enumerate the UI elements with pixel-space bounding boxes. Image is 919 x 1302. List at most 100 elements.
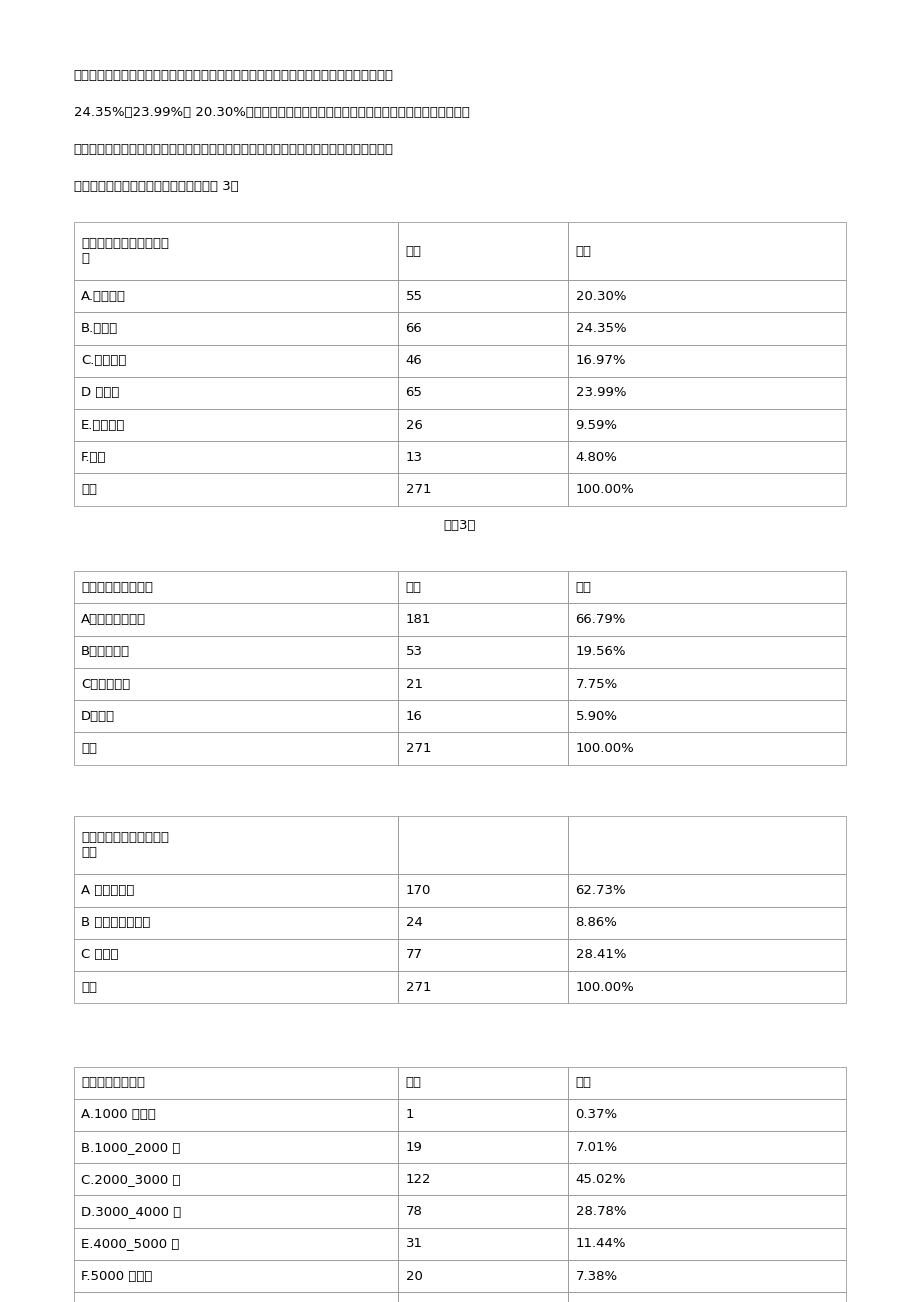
- Text: D.3000_4000 元: D.3000_4000 元: [81, 1206, 181, 1219]
- Text: 24: 24: [405, 917, 422, 930]
- Bar: [568, 474, 845, 505]
- Bar: [398, 572, 568, 604]
- Text: 24.35%: 24.35%: [575, 322, 626, 335]
- Bar: [74, 733, 398, 764]
- Text: 7.01%: 7.01%: [575, 1141, 617, 1154]
- Bar: [398, 635, 568, 668]
- Bar: [74, 409, 398, 441]
- Bar: [568, 1228, 845, 1260]
- Bar: [398, 604, 568, 635]
- Bar: [74, 280, 398, 312]
- Bar: [568, 875, 845, 906]
- Bar: [568, 668, 845, 700]
- Text: A、东部沿海地区: A、东部沿海地区: [81, 613, 146, 626]
- Bar: [568, 1260, 845, 1292]
- Bar: [398, 441, 568, 474]
- Text: F.其他: F.其他: [81, 450, 107, 464]
- Text: 5.90%: 5.90%: [575, 710, 617, 723]
- Text: 7.38%: 7.38%: [575, 1269, 617, 1282]
- Bar: [568, 604, 845, 635]
- Bar: [74, 939, 398, 971]
- Text: 最想在哪个地域就业: 最想在哪个地域就业: [81, 581, 153, 594]
- Bar: [398, 376, 568, 409]
- Text: 21: 21: [405, 677, 422, 690]
- Bar: [398, 816, 568, 875]
- Text: 24.35%、23.99%和 20.30%，获得信息的方式较为集中，面对现在大学生就业紧张的状况，: 24.35%、23.99%和 20.30%，获得信息的方式较为集中，面对现在大学…: [74, 105, 469, 118]
- Bar: [568, 1163, 845, 1195]
- Text: 66.79%: 66.79%: [575, 613, 625, 626]
- Text: 16.97%: 16.97%: [575, 354, 625, 367]
- Text: 13: 13: [405, 450, 422, 464]
- Text: 31: 31: [405, 1237, 422, 1250]
- Text: 合计: 合计: [81, 742, 96, 755]
- Text: 19.56%: 19.56%: [575, 646, 625, 659]
- Bar: [568, 906, 845, 939]
- Bar: [398, 223, 568, 280]
- Bar: [74, 700, 398, 733]
- Text: 0.37%: 0.37%: [575, 1108, 617, 1121]
- Bar: [398, 312, 568, 345]
- Text: 170: 170: [405, 884, 430, 897]
- Bar: [398, 906, 568, 939]
- Bar: [398, 668, 568, 700]
- Bar: [74, 474, 398, 505]
- Text: 比例: 比例: [575, 245, 591, 258]
- Bar: [568, 733, 845, 764]
- Text: 23.99%: 23.99%: [575, 387, 625, 400]
- Bar: [568, 971, 845, 1004]
- Text: 271: 271: [405, 483, 431, 496]
- Bar: [568, 345, 845, 376]
- Text: 77: 77: [405, 948, 422, 961]
- Bar: [398, 280, 568, 312]
- Bar: [74, 906, 398, 939]
- Bar: [74, 441, 398, 474]
- Bar: [568, 223, 845, 280]
- Bar: [74, 1066, 398, 1099]
- Text: 工作要不要和自己的专业
有关: 工作要不要和自己的专业 有关: [81, 832, 169, 859]
- Text: 53: 53: [405, 646, 422, 659]
- Bar: [568, 280, 845, 312]
- Bar: [398, 1099, 568, 1131]
- Text: 100.00%: 100.00%: [575, 980, 633, 993]
- Bar: [398, 1292, 568, 1302]
- Text: C、西部地区: C、西部地区: [81, 677, 130, 690]
- Text: 28.78%: 28.78%: [575, 1206, 625, 1219]
- Bar: [74, 668, 398, 700]
- Bar: [568, 376, 845, 409]
- Bar: [398, 345, 568, 376]
- Bar: [74, 604, 398, 635]
- Text: B.招聘网: B.招聘网: [81, 322, 118, 335]
- Bar: [568, 1066, 845, 1099]
- Text: 人数: 人数: [405, 245, 421, 258]
- Bar: [398, 875, 568, 906]
- Bar: [568, 572, 845, 604]
- Text: D 招聘会: D 招聘会: [81, 387, 119, 400]
- Bar: [398, 700, 568, 733]
- Text: 26: 26: [405, 419, 422, 431]
- Text: 人数: 人数: [405, 1077, 421, 1090]
- Bar: [568, 635, 845, 668]
- Bar: [74, 816, 398, 875]
- Bar: [74, 635, 398, 668]
- Text: B 不是，没有关联: B 不是，没有关联: [81, 917, 150, 930]
- Text: 4.80%: 4.80%: [575, 450, 617, 464]
- Text: 78: 78: [405, 1206, 422, 1219]
- Text: 合计: 合计: [81, 483, 96, 496]
- Bar: [74, 312, 398, 345]
- Text: 人数: 人数: [405, 581, 421, 594]
- Text: 100.00%: 100.00%: [575, 742, 633, 755]
- Text: D、其他: D、其他: [81, 710, 115, 723]
- Bar: [74, 1292, 398, 1302]
- Text: 比例: 比例: [575, 1077, 591, 1090]
- Text: 业机会，增加个人就业的筹码。数据如表 3。: 业机会，增加个人就业的筹码。数据如表 3。: [74, 180, 238, 193]
- Bar: [398, 1131, 568, 1163]
- Bar: [398, 939, 568, 971]
- Text: A.1000 元以下: A.1000 元以下: [81, 1108, 155, 1121]
- Bar: [74, 376, 398, 409]
- Bar: [568, 312, 845, 345]
- Text: 从数据分析大学生主要获得就业信息的来源主要是招聘网站、招聘会、和学校发布，分别占: 从数据分析大学生主要获得就业信息的来源主要是招聘网站、招聘会、和学校发布，分别占: [74, 69, 393, 82]
- Bar: [74, 1260, 398, 1292]
- Text: （表3）: （表3）: [443, 519, 476, 533]
- Bar: [398, 733, 568, 764]
- Text: 122: 122: [405, 1173, 431, 1186]
